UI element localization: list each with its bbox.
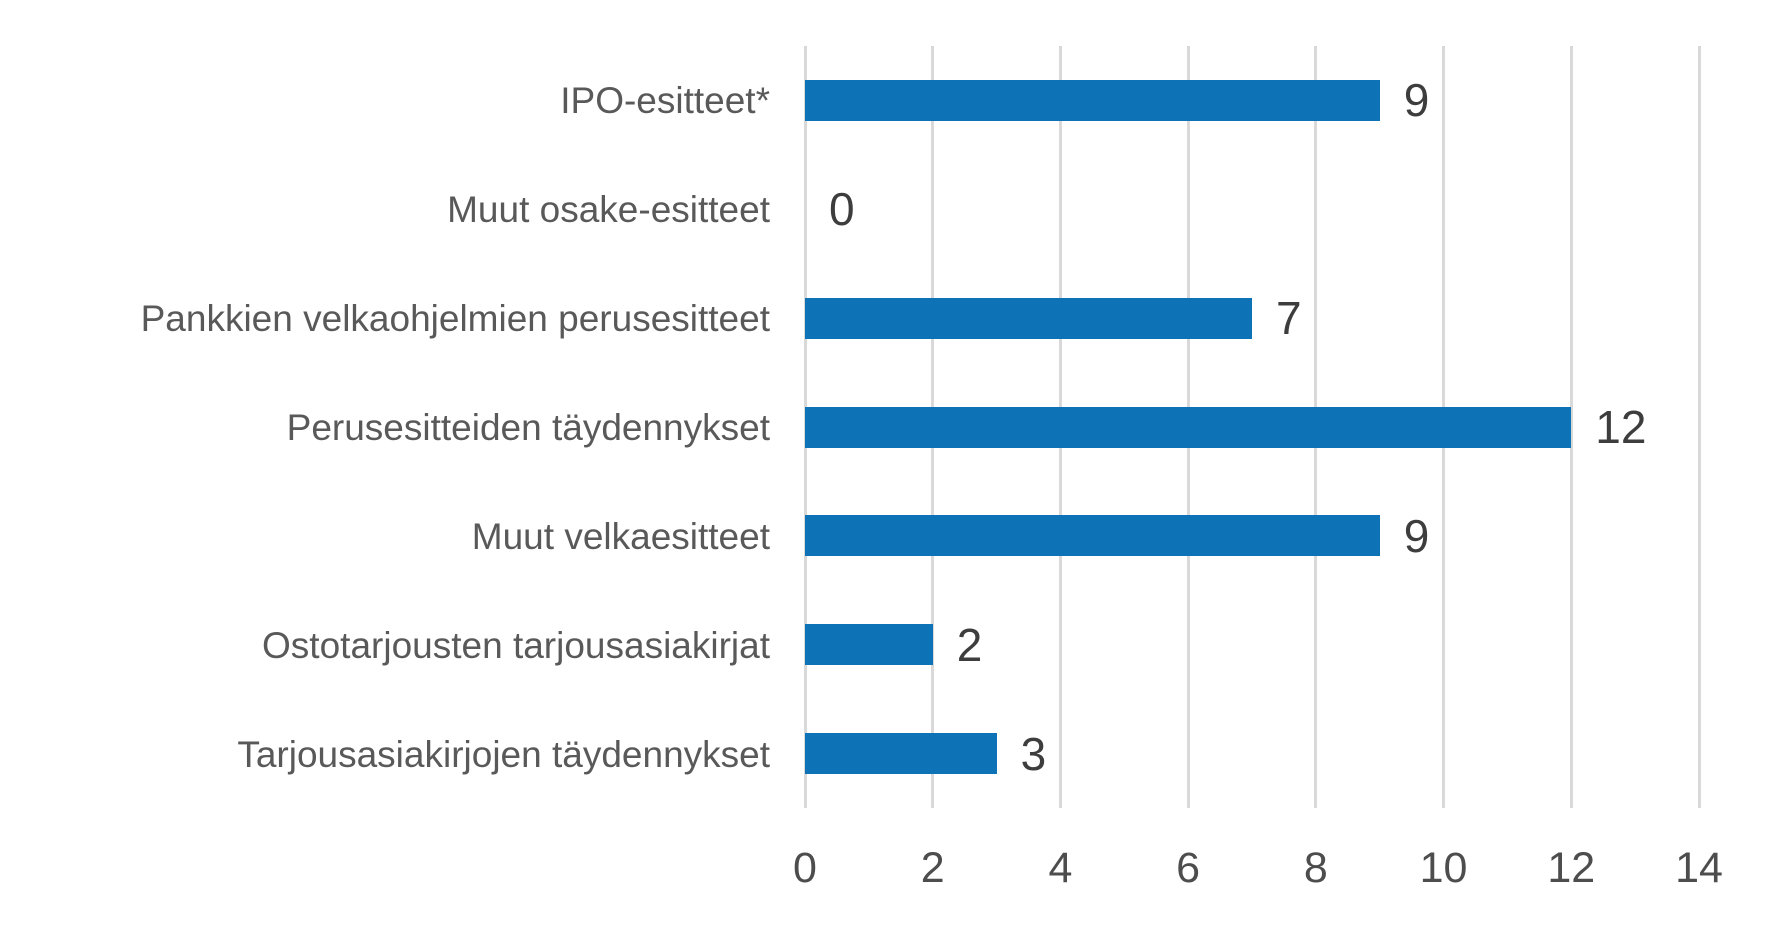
x-tick-label: 2 xyxy=(920,844,945,892)
bar xyxy=(805,406,1572,448)
bar xyxy=(805,733,997,775)
bar-value-label: 12 xyxy=(1595,401,1647,453)
bar xyxy=(805,79,1380,121)
x-tick-label: 6 xyxy=(1176,844,1201,892)
category-axis: IPO-esitteet* Muut osake-esitteet Pankkien… xyxy=(0,0,770,925)
x-tick-label: 12 xyxy=(1547,844,1596,892)
x-tick-label: 4 xyxy=(1048,844,1073,892)
category-label: Muut osake-esitteet xyxy=(447,189,770,231)
gridline-x-14 xyxy=(1697,46,1701,808)
bar-value-label: 9 xyxy=(1403,74,1430,127)
x-tick-label: 14 xyxy=(1675,844,1723,892)
category-label: IPO-esitteet* xyxy=(560,80,770,122)
bar xyxy=(805,515,1380,557)
plot-area: 9 0 7 12 9 2 3 xyxy=(803,46,1701,808)
x-axis: 0 2 4 6 8 10 12 14 xyxy=(793,843,1723,893)
bar xyxy=(805,624,933,666)
category-label: Pankkien velkaohjelmien perusesitteet xyxy=(140,298,770,340)
category-label: Tarjousasiakirjojen täydennykset xyxy=(237,733,770,775)
bar-value-label: 3 xyxy=(1020,727,1047,780)
bar-value-label: 7 xyxy=(1276,292,1302,345)
category-label: Muut velkaesitteet xyxy=(471,515,770,557)
category-label: Ostotarjousten tarjousasiakirjat xyxy=(262,624,770,666)
bar-value-label: 9 xyxy=(1403,509,1430,562)
gridline-x-12 xyxy=(1569,46,1573,808)
x-tick-label: 8 xyxy=(1303,844,1328,892)
x-tick-label: 0 xyxy=(793,844,817,892)
category-label: Perusesitteiden täydennykset xyxy=(286,407,770,448)
bar-value-label: 2 xyxy=(956,618,983,671)
bar xyxy=(805,297,1252,339)
bar-value-label: 0 xyxy=(829,183,855,236)
x-tick-label: 10 xyxy=(1419,844,1468,892)
